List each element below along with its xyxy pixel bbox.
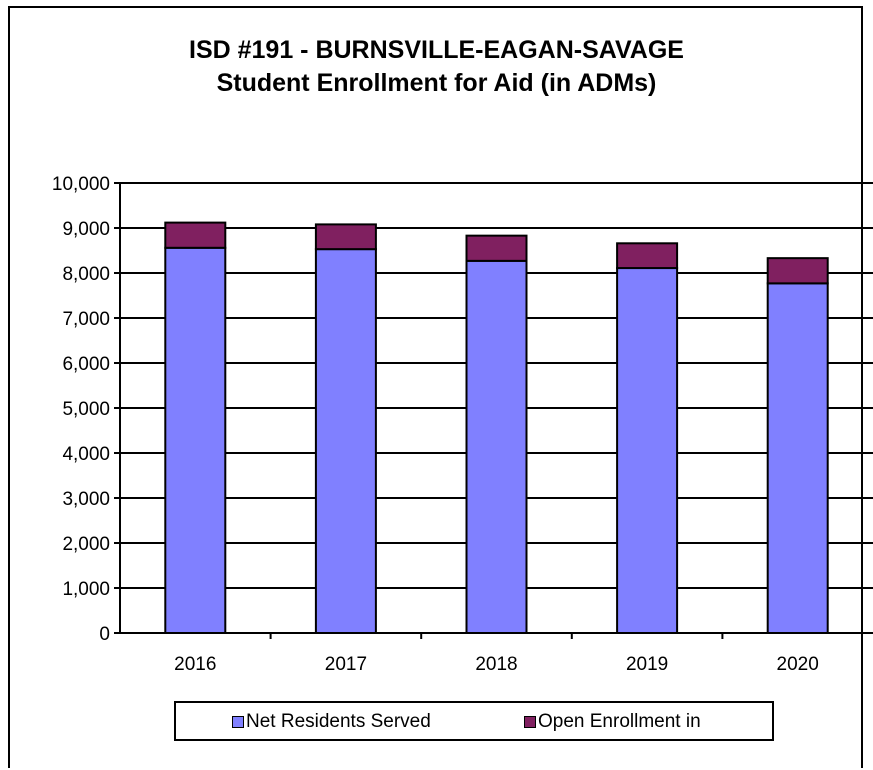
- bar-net-residents: [616, 267, 679, 634]
- legend-label-net-residents: Net Residents Served: [246, 711, 431, 732]
- legend-item-net-residents: Net Residents Served: [232, 711, 431, 733]
- legend-swatch-net-residents: [232, 716, 244, 728]
- bar-net-residents: [164, 246, 227, 635]
- bar-net-residents: [314, 248, 377, 634]
- bar-net-residents: [766, 282, 829, 634]
- bar-open-enrollment: [314, 223, 377, 251]
- bar-open-enrollment: [465, 234, 528, 262]
- y-tick-label: 0: [99, 624, 110, 645]
- x-tick-label: 2020: [777, 654, 819, 675]
- y-tick-label: 2,000: [62, 534, 110, 555]
- bar-open-enrollment: [616, 242, 679, 270]
- x-tick-label: 2019: [626, 654, 668, 675]
- legend-item-open-enrollment: Open Enrollment in: [524, 711, 701, 733]
- chart-frame: [8, 6, 863, 768]
- y-tick-label: 9,000: [62, 219, 110, 240]
- y-tick-label: 4,000: [62, 444, 110, 465]
- bar-open-enrollment: [766, 257, 829, 285]
- y-tick-label: 8,000: [62, 264, 110, 285]
- y-tick-label: 10,000: [52, 174, 110, 195]
- legend-label-open-enrollment: Open Enrollment in: [538, 711, 701, 732]
- y-tick-label: 1,000: [62, 579, 110, 600]
- y-tick-label: 3,000: [62, 489, 110, 510]
- legend-swatch-open-enrollment: [524, 716, 536, 728]
- x-tick-label: 2018: [475, 654, 517, 675]
- plot-area: 0 1,000 2,000 3,000 4,000 5,000 6,000 7,000 8,00…: [52, 174, 873, 675]
- y-tick-label: 7,000: [62, 309, 110, 330]
- x-tick-label: 2017: [325, 654, 367, 675]
- chart-title-line-1: ISD #191 - BURNSVILLE-EAGAN-SAVAGE: [189, 36, 684, 64]
- y-tick-label: 5,000: [62, 399, 110, 420]
- chart-title: ISD #191 - BURNSVILLE-EAGAN-SAVAGE Stude…: [0, 34, 873, 100]
- bar-net-residents: [465, 259, 528, 634]
- chart-title-line-2: Student Enrollment for Aid (in ADMs): [216, 69, 657, 97]
- bar-open-enrollment: [164, 221, 227, 249]
- legend: Net Residents Served Open Enrollment in: [174, 701, 774, 741]
- x-tick-label: 2016: [174, 654, 216, 675]
- y-tick-label: 6,000: [62, 354, 110, 375]
